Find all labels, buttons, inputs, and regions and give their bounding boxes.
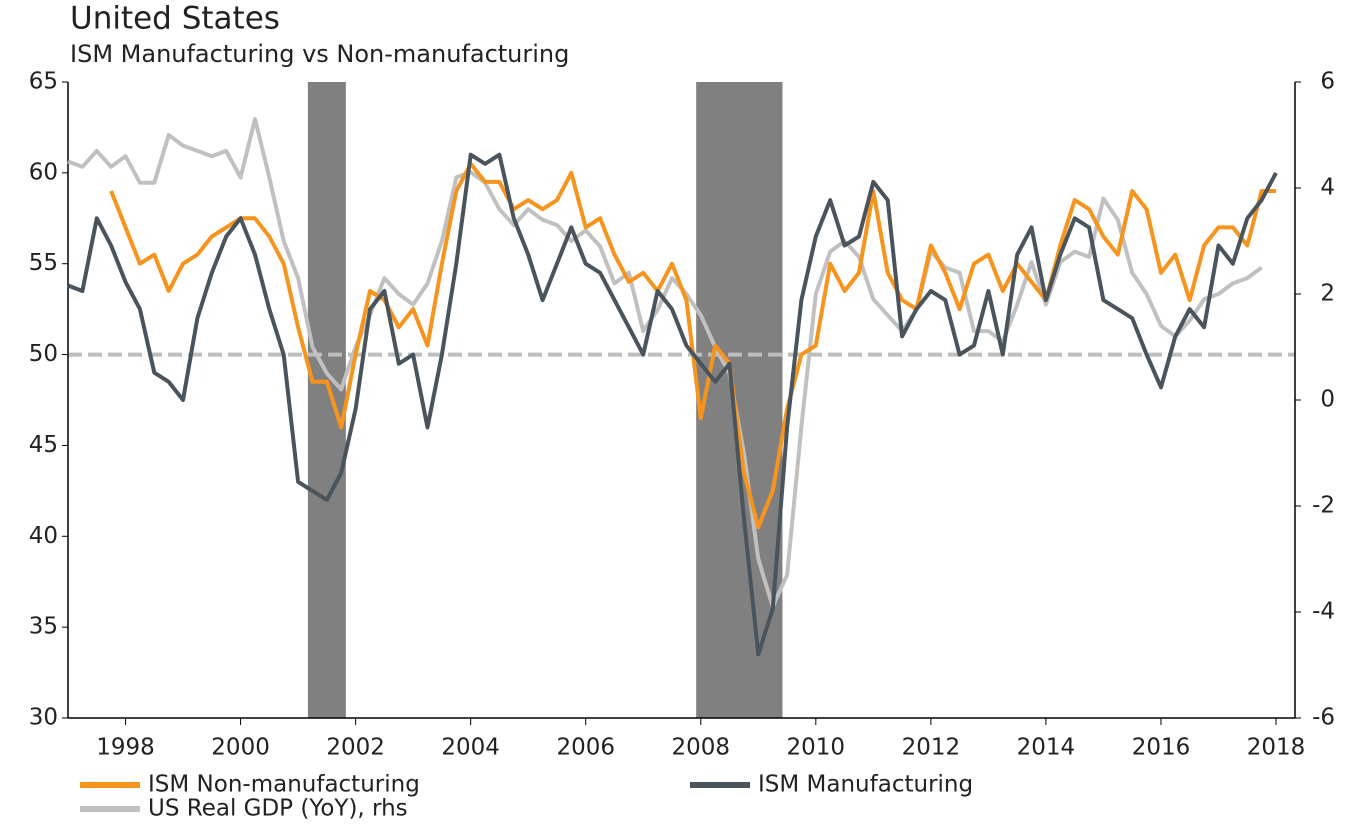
y2-tick-label: 4: [1320, 175, 1335, 201]
legend-label: US Real GDP (YoY), rhs: [148, 796, 408, 822]
y2-tick-label: 0: [1320, 387, 1335, 413]
x-tick-label: 2018: [1247, 735, 1306, 761]
x-tick-label: 2000: [211, 735, 270, 761]
y-tick-label: 50: [29, 341, 58, 367]
y-tick-label: 45: [29, 432, 58, 458]
shaded-period: [696, 82, 783, 718]
y2-tick-label: -6: [1312, 705, 1335, 731]
series-line: [67, 152, 1278, 657]
y2-tick-label: -2: [1312, 493, 1335, 519]
y-tick-label: 35: [29, 614, 58, 640]
x-tick-label: 2010: [787, 735, 846, 761]
shaded-period: [307, 82, 346, 718]
x-tick-label: 2004: [441, 735, 500, 761]
x-tick-label: 2006: [556, 735, 615, 761]
x-tick-label: 2002: [326, 735, 385, 761]
y-tick-label: 65: [29, 69, 58, 95]
chart-subtitle: ISM Manufacturing vs Non-manufacturing: [70, 40, 569, 68]
series-line: [67, 117, 1263, 609]
y-tick-label: 30: [29, 705, 58, 731]
x-tick-label: 1998: [96, 735, 155, 761]
y-tick-label: 60: [29, 159, 58, 185]
y-tick-label: 55: [29, 250, 58, 276]
y2-tick-label: -4: [1312, 599, 1335, 625]
series-line: [109, 161, 1276, 530]
x-tick-label: 2012: [902, 735, 961, 761]
chart-title: United States: [70, 1, 280, 37]
x-tick-label: 2014: [1017, 735, 1076, 761]
legend-label: ISM Non-manufacturing: [148, 772, 420, 798]
x-tick-label: 2016: [1132, 735, 1191, 761]
y2-tick-label: 6: [1320, 69, 1335, 95]
legend-label: ISM Manufacturing: [758, 772, 973, 798]
y-tick-label: 40: [29, 523, 58, 549]
y2-tick-label: 2: [1320, 281, 1335, 307]
x-tick-label: 2008: [671, 735, 730, 761]
